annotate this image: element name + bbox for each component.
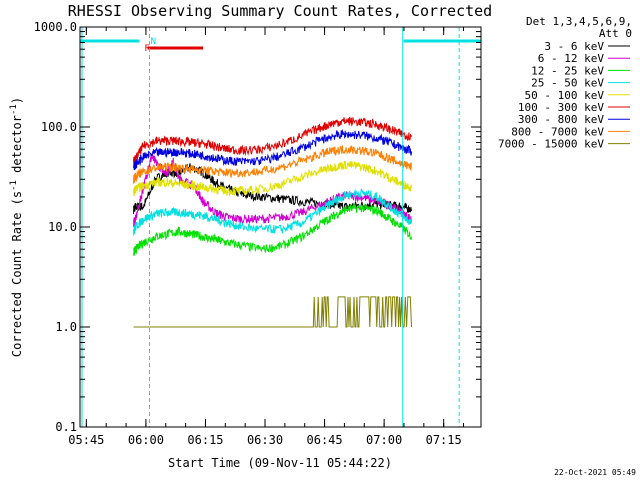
series-line-800-7000-keV (133, 144, 412, 184)
legend-label: 7000 - 15000 keV (498, 138, 604, 151)
legend-label: 50 - 100 keV (525, 89, 605, 102)
x-tick-label: 06:45 (307, 433, 343, 447)
x-tick-label: 06:15 (187, 433, 223, 447)
y-tick-label: 0.1 (55, 420, 77, 434)
x-tick-label: 06:00 (128, 433, 164, 447)
legend-label: 100 - 300 keV (518, 101, 604, 114)
legend-label: 12 - 25 keV (531, 64, 604, 77)
series-line-7000-15000-keV (133, 296, 412, 328)
y-axis-label-superscript: -1 (9, 104, 19, 115)
y-axis-label-superscript: -1 (9, 180, 19, 191)
legend-label: 800 - 7000 keV (511, 125, 604, 138)
ticks-layer: 05:45 06:00 06:15 06:30 06:45 07:00 07:15 0.1 1.… (34, 20, 481, 447)
y-tick-label: 100.0 (41, 120, 77, 134)
y-axis-label-part: ) (10, 97, 24, 104)
series-layer (133, 116, 412, 328)
series-line-12-25-keV (133, 202, 412, 256)
series-line-50-100-keV (133, 160, 412, 197)
legend-header-line1: Det 1,3,4,5,6,9, (526, 15, 632, 28)
footer-timestamp: 22-Oct-2021 05:49 (554, 468, 636, 477)
legend-label: 25 - 50 keV (531, 77, 604, 90)
x-tick-label: 05:45 (68, 433, 104, 447)
y-tick-label: 10.0 (48, 220, 77, 234)
y-tick-label: 1000.0 (34, 20, 77, 34)
x-tick-label: 07:15 (426, 433, 462, 447)
y-axis-label: Corrected Count Rate (s-1 detector-1) (9, 97, 24, 357)
y-axis-label-part: Corrected Count Rate (s (10, 191, 24, 357)
x-tick-label: 07:00 (366, 433, 402, 447)
legend-label: 6 - 12 keV (538, 52, 605, 65)
series-line-300-800-keV (133, 128, 412, 171)
legend-label: 3 - 6 keV (544, 40, 604, 53)
series-line-25-50-keV (133, 188, 412, 236)
x-tick-label: 06:30 (247, 433, 283, 447)
y-tick-label: 1.0 (55, 320, 77, 334)
series-line-6-12-keV (133, 153, 412, 228)
x-axis-label: Start Time (09-Nov-11 05:44:22) (168, 456, 392, 470)
series-line-100-300-keV (133, 116, 412, 167)
flare-flag-label: F (144, 44, 149, 54)
legend-label: 300 - 800 keV (518, 113, 604, 126)
y-axis-label-part: detector (10, 115, 24, 180)
chart-title: RHESSI Observing Summary Count Rates, Co… (68, 2, 492, 20)
saa-flag-label: N (151, 37, 156, 47)
legend-header-line2: Att 0 (599, 27, 632, 40)
